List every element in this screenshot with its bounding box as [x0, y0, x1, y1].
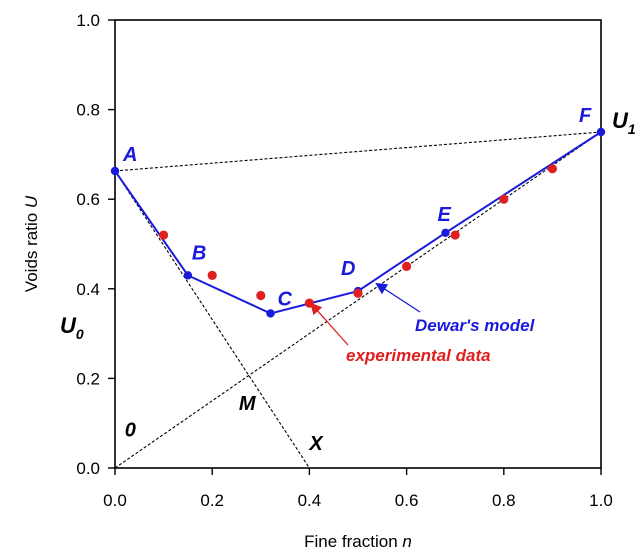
reference-line-0	[114, 131, 602, 172]
annotation-arrow-experimental-data	[310, 302, 349, 346]
experimental-point	[499, 194, 509, 204]
model-point	[441, 228, 450, 237]
y-tick-label: 0.4	[76, 280, 100, 299]
x-tick-label: 0.8	[492, 491, 516, 510]
point-label-b: B	[192, 242, 206, 264]
u0-label: U0	[60, 313, 84, 342]
construction-label-x: X	[308, 433, 324, 455]
y-tick-label: 0.0	[76, 459, 100, 478]
point-label-f: F	[579, 105, 592, 127]
reference-line-1	[114, 170, 310, 469]
construction-label-m: M	[239, 393, 257, 415]
annotation-arrow-dewars-model	[375, 282, 421, 313]
point-label-e: E	[437, 204, 451, 226]
model-point	[596, 127, 606, 137]
point-label-d: D	[341, 258, 355, 280]
plot-frame	[114, 19, 602, 469]
x-axis-title: Fine fraction n	[304, 532, 412, 551]
x-tick-label: 0.2	[200, 491, 224, 510]
y-axis-title: Voids ratio U	[22, 195, 41, 292]
model-point	[266, 309, 275, 318]
experimental-point	[547, 164, 558, 174]
model-point	[110, 166, 120, 176]
experimental-point	[159, 230, 169, 240]
experimental-point	[256, 290, 266, 301]
experimental-point	[450, 230, 460, 240]
annotation-experimental-data: experimental data	[346, 346, 491, 365]
point-label-c: C	[278, 288, 293, 310]
experimental-point	[304, 298, 314, 308]
x-tick-label: 0.6	[395, 491, 419, 510]
experimental-point	[402, 261, 412, 271]
x-tick-label: 0.0	[103, 491, 127, 510]
x-tick-label: 0.4	[298, 491, 322, 510]
y-tick-label: 0.8	[76, 101, 100, 120]
x-tick-label: 1.0	[589, 491, 613, 510]
y-tick-label: 1.0	[76, 11, 100, 30]
point-label-a: A	[122, 144, 137, 166]
series-line-dewars-model	[114, 131, 602, 315]
y-tick-label: 0.2	[76, 369, 100, 388]
annotation-dewars-model: Dewar's model	[415, 316, 536, 335]
experimental-point	[207, 270, 217, 280]
construction-label-0: 0	[125, 420, 136, 442]
u1-label: U1	[612, 108, 636, 137]
reference-line-2	[114, 131, 602, 469]
y-tick-label: 0.6	[76, 190, 100, 209]
experimental-point	[353, 288, 363, 298]
model-point	[183, 271, 193, 280]
